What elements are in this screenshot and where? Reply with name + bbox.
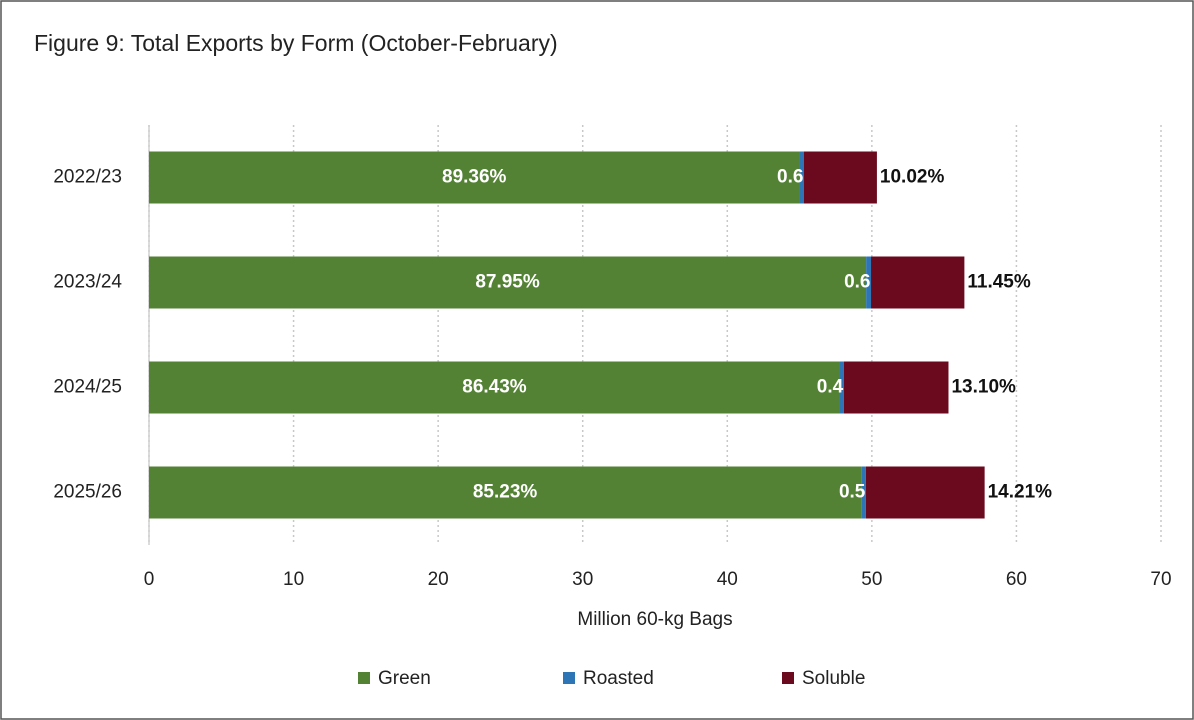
chart-title: Figure 9: Total Exports by Form (October… xyxy=(34,30,558,56)
data-label: 11.45% xyxy=(967,272,1030,293)
bar-segment xyxy=(149,466,862,519)
legend-label: Soluble xyxy=(802,668,865,689)
bar-segment xyxy=(866,256,872,309)
data-label: 13.10% xyxy=(951,377,1016,398)
bar-segment xyxy=(149,151,800,204)
legend-swatch xyxy=(782,672,794,684)
bar-segment xyxy=(843,361,949,414)
bar-segment xyxy=(799,151,804,204)
legend-label: Roasted xyxy=(583,668,654,689)
bar-segment xyxy=(149,256,867,309)
bar-segment xyxy=(865,466,985,519)
data-label: 87.95% xyxy=(475,272,540,293)
x-tick-label: 40 xyxy=(717,569,738,590)
x-tick-label: 50 xyxy=(861,569,882,590)
bar-segment xyxy=(803,151,877,204)
legend-swatch xyxy=(563,672,575,684)
data-label: 86.43% xyxy=(462,377,527,398)
data-label: 10.02% xyxy=(880,167,945,188)
bar-segment xyxy=(871,256,965,309)
y-tick-label: 2023/24 xyxy=(53,272,122,293)
x-tick-label: 30 xyxy=(572,569,593,590)
bar-segment xyxy=(861,466,866,519)
x-tick-label: 0 xyxy=(144,569,155,590)
x-tick-label: 20 xyxy=(428,569,449,590)
data-label: 85.23% xyxy=(473,482,538,503)
y-tick-label: 2022/23 xyxy=(53,167,122,188)
x-axis-title: Million 60-kg Bags xyxy=(577,609,732,630)
data-label: 89.36% xyxy=(442,167,507,188)
x-tick-label: 10 xyxy=(283,569,304,590)
bar-segment xyxy=(149,361,840,414)
legend-swatch xyxy=(358,672,370,684)
y-tick-label: 2024/25 xyxy=(53,377,122,398)
y-tick-label: 2025/26 xyxy=(53,482,122,503)
data-label: 14.21% xyxy=(988,482,1053,503)
x-tick-label: 60 xyxy=(1006,569,1027,590)
x-tick-label: 70 xyxy=(1150,569,1171,590)
legend-label: Green xyxy=(378,668,431,689)
bar-segment xyxy=(839,361,844,414)
